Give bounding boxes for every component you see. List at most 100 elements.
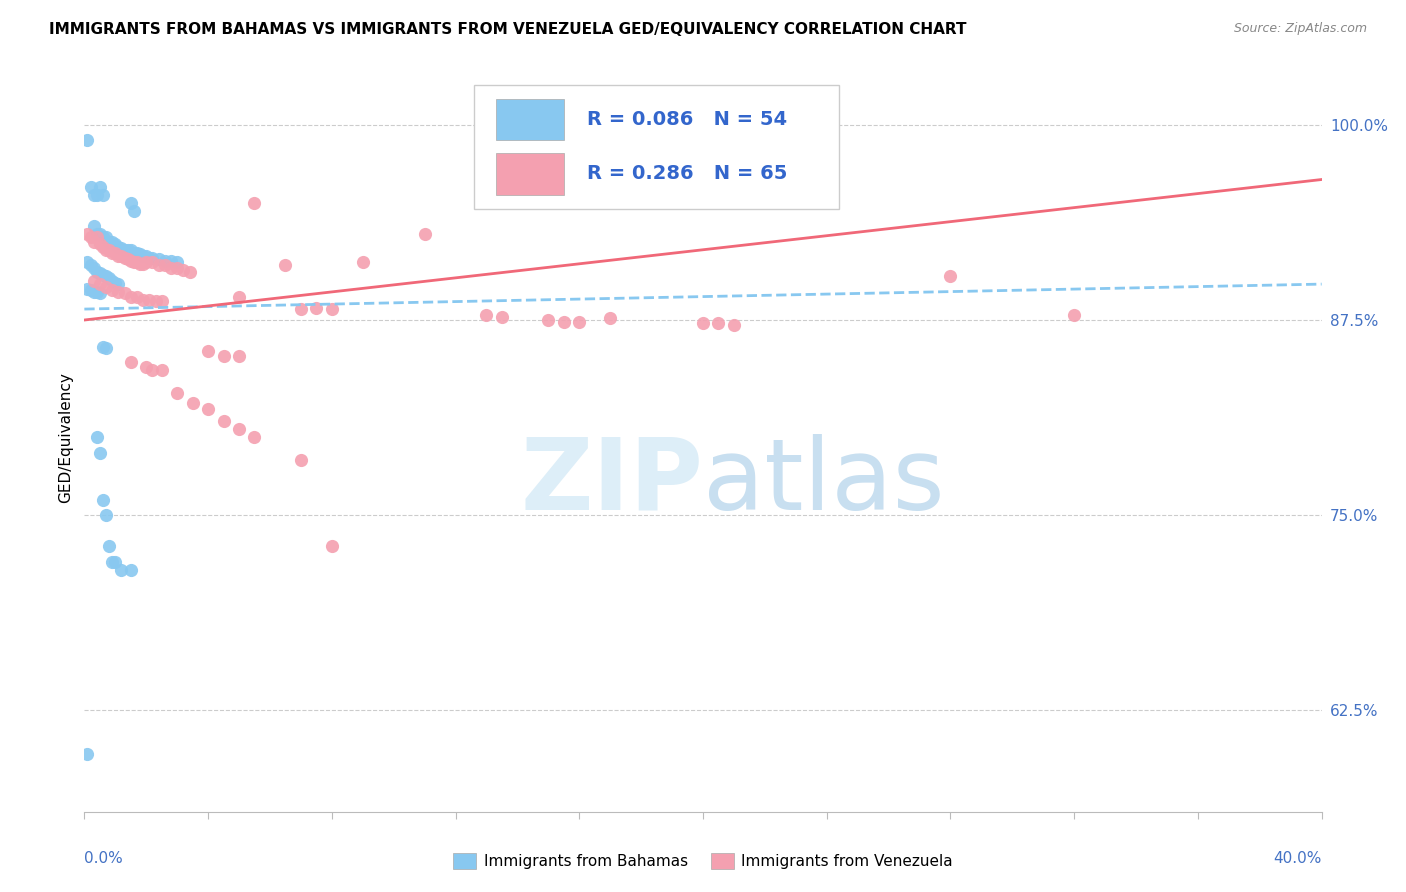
- Point: [104, 246, 127, 260]
- Point: [179, 264, 201, 278]
- Point: [120, 355, 142, 369]
- Point: [212, 414, 235, 429]
- Point: [110, 563, 132, 577]
- Point: [83, 261, 105, 276]
- Point: [129, 257, 152, 271]
- Point: [120, 563, 142, 577]
- Point: [141, 255, 163, 269]
- Point: [125, 255, 148, 269]
- Point: [86, 285, 108, 299]
- Text: ZIP: ZIP: [520, 434, 703, 531]
- Point: [125, 246, 148, 260]
- Point: [352, 255, 374, 269]
- Point: [148, 252, 170, 266]
- Point: [86, 188, 108, 202]
- Point: [274, 259, 297, 273]
- Point: [104, 276, 127, 290]
- Point: [101, 246, 124, 260]
- Point: [160, 261, 183, 276]
- Point: [132, 257, 155, 271]
- Point: [197, 344, 219, 359]
- Point: [89, 286, 111, 301]
- Point: [86, 430, 108, 444]
- Point: [160, 253, 183, 268]
- Point: [166, 386, 188, 401]
- Text: atlas: atlas: [703, 434, 945, 531]
- Point: [939, 269, 962, 284]
- Point: [290, 302, 312, 317]
- Point: [120, 290, 142, 304]
- Point: [83, 285, 105, 299]
- Point: [243, 196, 266, 211]
- Point: [141, 251, 163, 265]
- Point: [79, 259, 101, 273]
- Point: [122, 203, 145, 218]
- Text: Source: ZipAtlas.com: Source: ZipAtlas.com: [1233, 22, 1367, 36]
- Point: [101, 274, 124, 288]
- Point: [98, 271, 121, 285]
- Text: IMMIGRANTS FROM BAHAMAS VS IMMIGRANTS FROM VENEZUELA GED/EQUIVALENCY CORRELATION: IMMIGRANTS FROM BAHAMAS VS IMMIGRANTS FR…: [49, 22, 967, 37]
- Point: [228, 349, 250, 363]
- Point: [305, 301, 328, 315]
- Point: [537, 313, 560, 327]
- Point: [86, 230, 108, 244]
- Point: [91, 268, 114, 282]
- Point: [89, 277, 111, 292]
- Point: [107, 240, 129, 254]
- Point: [475, 309, 498, 323]
- Point: [150, 363, 173, 377]
- Legend: Immigrants from Bahamas, Immigrants from Venezuela: Immigrants from Bahamas, Immigrants from…: [447, 847, 959, 875]
- Point: [86, 264, 108, 278]
- Point: [91, 230, 114, 244]
- Point: [1063, 309, 1085, 323]
- Point: [122, 255, 145, 269]
- Point: [91, 492, 114, 507]
- Point: [79, 284, 101, 298]
- Point: [506, 168, 529, 182]
- Point: [150, 294, 173, 309]
- Point: [181, 396, 204, 410]
- Point: [107, 285, 129, 299]
- Point: [94, 230, 117, 244]
- Point: [122, 246, 145, 260]
- Point: [145, 294, 167, 309]
- Point: [83, 188, 105, 202]
- Point: [166, 255, 188, 269]
- Point: [94, 280, 117, 294]
- Point: [125, 290, 148, 304]
- FancyBboxPatch shape: [474, 85, 839, 209]
- Point: [129, 247, 152, 261]
- Point: [228, 422, 250, 436]
- Point: [153, 253, 176, 268]
- Point: [83, 219, 105, 234]
- Point: [76, 282, 98, 296]
- Text: R = 0.086   N = 54: R = 0.086 N = 54: [586, 110, 787, 129]
- Point: [148, 259, 170, 273]
- Point: [692, 316, 714, 330]
- Point: [76, 747, 98, 761]
- Point: [91, 340, 114, 354]
- Point: [120, 196, 142, 211]
- Point: [98, 235, 121, 249]
- Point: [120, 253, 142, 268]
- Point: [101, 555, 124, 569]
- Point: [76, 227, 98, 242]
- Point: [79, 180, 101, 194]
- Point: [94, 341, 117, 355]
- Point: [114, 286, 136, 301]
- FancyBboxPatch shape: [496, 99, 564, 140]
- Point: [723, 318, 745, 332]
- Point: [76, 134, 98, 148]
- Point: [321, 540, 343, 554]
- Point: [166, 261, 188, 276]
- Point: [89, 266, 111, 280]
- Point: [89, 446, 111, 460]
- Point: [94, 243, 117, 257]
- Point: [321, 302, 343, 317]
- Point: [104, 236, 127, 251]
- Point: [568, 315, 591, 329]
- Point: [553, 315, 575, 329]
- Point: [114, 251, 136, 265]
- Point: [138, 251, 160, 265]
- Point: [101, 235, 124, 249]
